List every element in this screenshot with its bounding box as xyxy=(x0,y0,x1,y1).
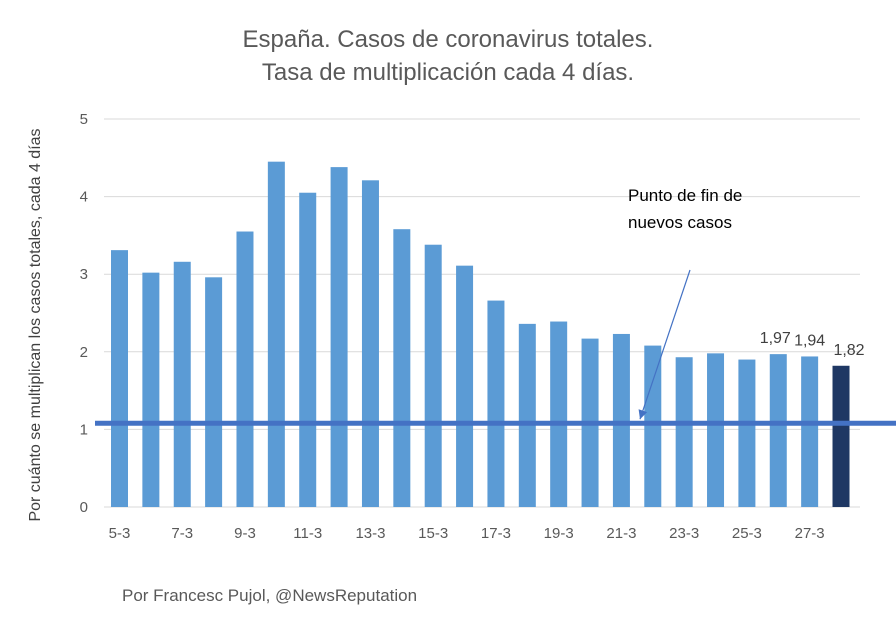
bar-8-3 xyxy=(205,277,223,507)
chart-title-line-1: España. Casos de coronavirus totales. xyxy=(243,26,654,53)
annotation-line-1: Punto de fin de xyxy=(628,186,742,205)
bar-12-3 xyxy=(330,167,348,507)
bar-26-3 xyxy=(769,354,787,507)
bar-11-3 xyxy=(299,192,317,507)
bar-6-3 xyxy=(142,272,160,507)
data-label-26-3: 1,97 xyxy=(760,330,791,347)
bar-9-3 xyxy=(236,231,254,507)
bar-28-3 xyxy=(832,365,850,507)
x-tick-25-3: 25-3 xyxy=(732,525,762,542)
annotation-arrowhead xyxy=(638,409,648,420)
bar-19-3 xyxy=(550,321,568,507)
y-tick-2: 2 xyxy=(80,344,88,361)
bar-27-3 xyxy=(801,356,819,507)
x-tick-19-3: 19-3 xyxy=(544,525,574,542)
data-label-27-3: 1,94 xyxy=(794,332,825,349)
bar-7-3 xyxy=(173,261,191,507)
x-tick-labels: 5-3 7-3 9-3 11-3 13-3 15-3 17-3 19-3 21-3 23-3 25-… xyxy=(109,525,825,542)
x-tick-27-3: 27-3 xyxy=(795,525,825,542)
bar-24-3 xyxy=(707,353,725,507)
annotation-arrow xyxy=(639,269,691,420)
credit-text: Por Francesc Pujol, @NewsReputation xyxy=(122,586,418,605)
data-labels: 1,97 1,94 1,82 xyxy=(760,330,865,359)
y-tick-0: 0 xyxy=(80,499,88,516)
y-tick-3: 3 xyxy=(80,266,88,283)
bar-13-3 xyxy=(361,180,379,507)
bar-15-3 xyxy=(424,244,442,507)
x-tick-13-3: 13-3 xyxy=(355,525,385,542)
gridlines xyxy=(104,118,860,508)
bar-16-3 xyxy=(456,265,474,507)
x-tick-11-3: 11-3 xyxy=(293,525,322,542)
x-tick-7-3: 7-3 xyxy=(171,525,193,542)
bar-25-3 xyxy=(738,359,756,507)
chart-title-line-2: Tasa de multiplicación cada 4 días. xyxy=(262,59,634,86)
y-axis-label: Por cuánto se multiplican los casos tota… xyxy=(27,128,44,521)
x-tick-17-3: 17-3 xyxy=(481,525,511,542)
bar-5-3 xyxy=(111,250,128,508)
bar-22-3 xyxy=(644,345,662,507)
bars xyxy=(111,161,850,508)
bar-10-3 xyxy=(267,161,285,507)
x-tick-23-3: 23-3 xyxy=(669,525,699,542)
y-tick-4: 4 xyxy=(80,189,88,206)
data-label-28-3: 1,82 xyxy=(833,342,864,359)
x-tick-15-3: 15-3 xyxy=(418,525,448,542)
bar-18-3 xyxy=(518,323,536,507)
x-tick-9-3: 9-3 xyxy=(234,525,256,542)
bar-21-3 xyxy=(612,333,630,507)
chart-title: España. Casos de coronavirus totales. Tas… xyxy=(243,26,654,86)
annotation: Punto de fin de nuevos casos xyxy=(628,186,742,420)
y-tick-1: 1 xyxy=(80,421,88,438)
bar-17-3 xyxy=(487,300,505,507)
annotation-line-2: nuevos casos xyxy=(628,213,732,232)
y-tick-labels: 0 1 2 3 4 5 xyxy=(80,111,88,516)
bar-14-3 xyxy=(393,229,411,507)
x-tick-5-3: 5-3 xyxy=(109,525,131,542)
bar-23-3 xyxy=(675,357,693,507)
x-tick-21-3: 21-3 xyxy=(606,525,636,542)
y-tick-5: 5 xyxy=(80,111,88,128)
